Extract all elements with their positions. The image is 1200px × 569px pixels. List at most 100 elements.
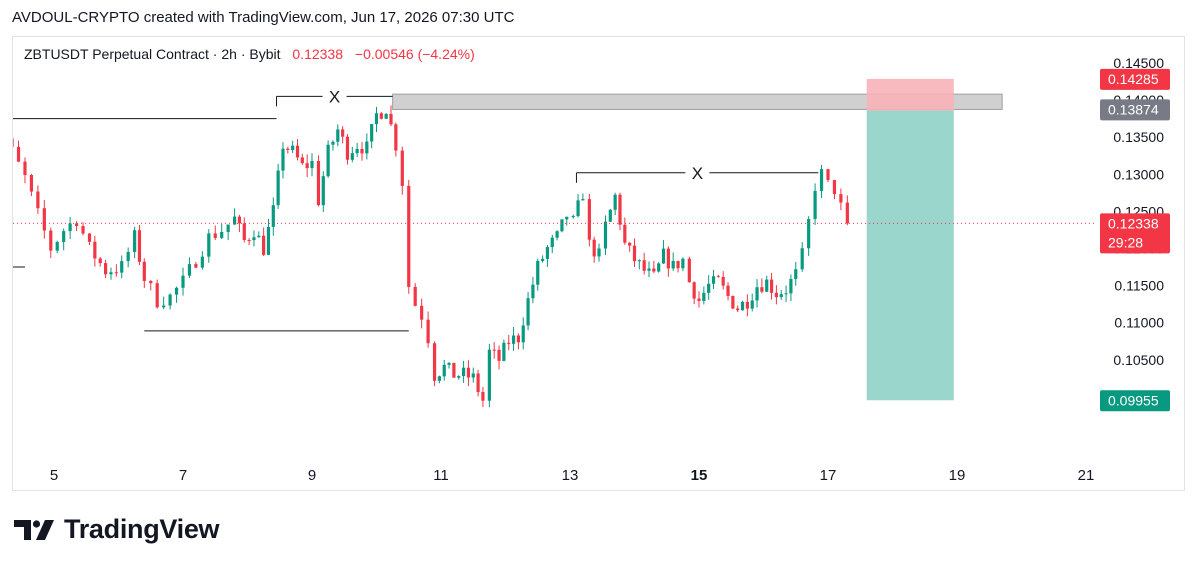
candlestick-series	[4, 105, 849, 408]
candle	[711, 269, 716, 290]
candle	[49, 227, 53, 259]
candle	[555, 230, 559, 241]
symbol-title: ZBTUSDT Perpetual Contract · 2h · Bybit	[24, 46, 281, 62]
price-tag: 0.12338 29:28	[1100, 213, 1170, 254]
candle	[181, 267, 185, 296]
candle	[657, 262, 661, 273]
candle	[286, 146, 290, 154]
candle	[531, 276, 535, 304]
candle	[571, 214, 575, 219]
candle	[384, 113, 388, 119]
candle	[736, 305, 740, 313]
candle	[661, 240, 666, 264]
candle	[521, 317, 525, 350]
candle	[271, 197, 275, 236]
candle	[707, 275, 711, 300]
candle	[731, 295, 735, 310]
candle	[365, 133, 369, 160]
candle	[745, 294, 749, 317]
candle	[400, 146, 404, 195]
candle	[413, 283, 417, 307]
x-axis-tick-label: 21	[1078, 467, 1095, 484]
candle	[114, 264, 118, 277]
candle	[632, 238, 637, 268]
candle	[623, 217, 627, 245]
candle	[137, 224, 142, 265]
x-axis-tick-label: 15	[691, 467, 708, 484]
candle	[162, 296, 166, 310]
candle	[389, 105, 393, 127]
candle	[305, 154, 309, 177]
candle	[603, 215, 608, 256]
candle	[174, 286, 179, 303]
candle	[832, 179, 837, 200]
candle	[321, 171, 325, 213]
candle	[237, 214, 242, 233]
candle	[281, 142, 285, 179]
resistance-zone[interactable]	[392, 93, 1003, 110]
candle	[826, 168, 830, 183]
candle	[442, 359, 446, 381]
candle	[266, 218, 271, 256]
candle	[565, 216, 569, 226]
short-position-target-area[interactable]	[866, 110, 954, 401]
candle	[765, 275, 769, 293]
candle	[109, 267, 113, 280]
candle	[432, 341, 437, 387]
candle	[98, 256, 102, 267]
candle	[750, 293, 754, 312]
candle	[452, 362, 456, 378]
candle	[845, 195, 849, 226]
swing-high-label: X	[692, 164, 703, 183]
candle	[336, 124, 340, 147]
candle	[345, 134, 350, 165]
candle	[149, 279, 153, 291]
candle	[200, 251, 204, 270]
candle	[226, 224, 230, 241]
candle	[133, 226, 137, 259]
candle	[126, 247, 130, 268]
tradingview-logo-icon	[14, 519, 54, 540]
candle	[671, 252, 675, 271]
candle	[789, 274, 793, 302]
candle	[62, 228, 66, 251]
candle	[511, 327, 516, 351]
candle	[681, 257, 685, 272]
candle	[233, 208, 237, 225]
short-position-stop-area[interactable]	[866, 78, 954, 111]
y-axis-tick-label: 0.11500	[1114, 278, 1164, 294]
x-axis-tick-label: 17	[820, 467, 837, 484]
candle	[379, 112, 383, 120]
candle	[93, 235, 97, 267]
candle	[497, 345, 501, 370]
candle	[526, 291, 530, 331]
candle	[628, 242, 632, 252]
candle	[721, 271, 725, 290]
y-axis-tick-label: 0.11000	[1114, 315, 1164, 331]
candle	[676, 260, 680, 273]
price-change-value: −0.00546 (−4.24%)	[354, 46, 475, 62]
symbol-legend[interactable]: ZBTUSDT Perpetual Contract · 2h · Bybit …	[24, 46, 475, 62]
candle	[437, 375, 441, 384]
y-axis-tick-label: 0.14500	[1113, 55, 1164, 71]
candle	[540, 255, 545, 263]
candle	[652, 260, 656, 274]
candle	[168, 293, 172, 310]
plot-area[interactable]: XX	[0, 78, 1097, 408]
tradingview-brand: TradingView	[14, 514, 220, 545]
candle	[502, 339, 506, 362]
candle	[839, 188, 843, 211]
candle	[16, 140, 21, 163]
candle	[87, 233, 92, 246]
candle	[426, 311, 430, 348]
candle	[794, 262, 798, 286]
candle	[592, 236, 596, 263]
candle	[461, 360, 466, 383]
candle	[769, 272, 774, 300]
candle	[779, 290, 783, 300]
x-axis-tick-label: 5	[50, 467, 58, 484]
candle	[4, 123, 7, 144]
price-tag: 0.09955	[1100, 390, 1170, 412]
candle	[207, 229, 211, 263]
